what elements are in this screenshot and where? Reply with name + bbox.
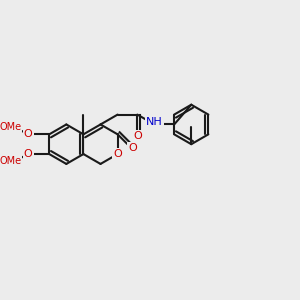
Text: NH: NH	[146, 117, 163, 127]
Text: O: O	[24, 149, 32, 159]
Text: O: O	[128, 143, 137, 153]
Text: O: O	[24, 129, 32, 139]
Text: OMe: OMe	[0, 122, 22, 132]
Text: O: O	[133, 131, 142, 141]
Text: O: O	[113, 149, 122, 159]
Text: OMe: OMe	[0, 156, 22, 167]
